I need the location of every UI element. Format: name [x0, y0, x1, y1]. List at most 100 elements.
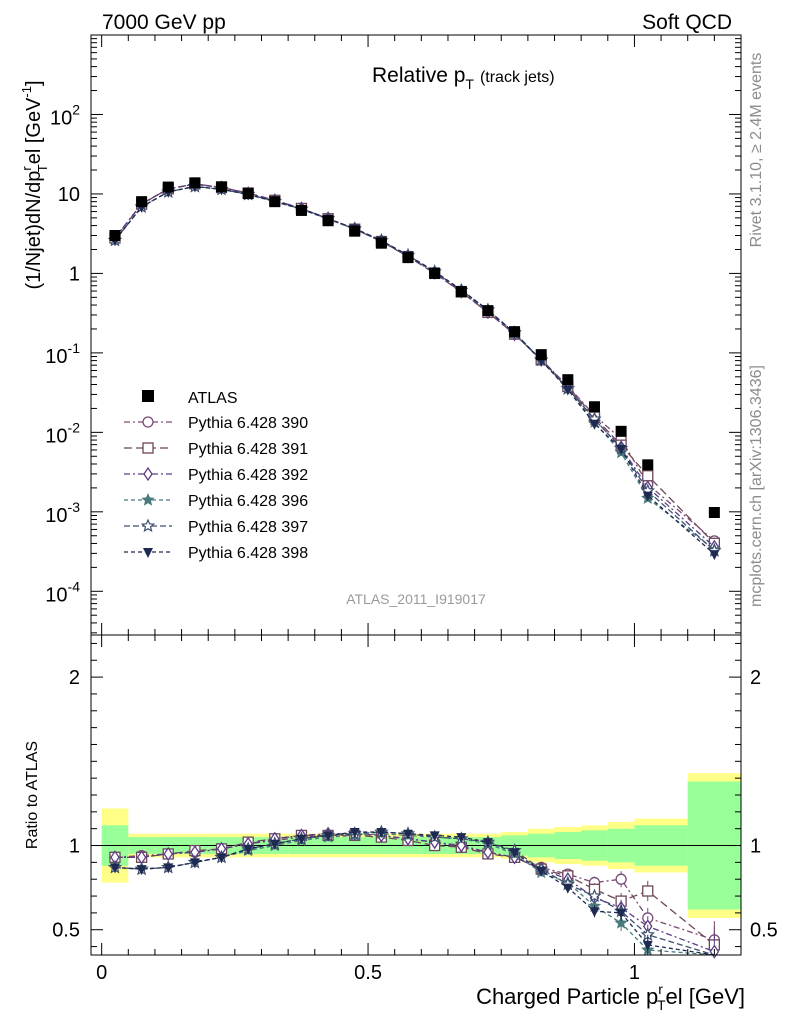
x-axis-label: Charged Particle pr Tel [GeV] [476, 981, 745, 1013]
header-category-label: Soft QCD [642, 11, 732, 34]
ratio-plot-frame [90, 634, 742, 956]
x-axis-label-sub: T [657, 997, 666, 1013]
series-line-6 [114, 185, 715, 555]
ratio-point-4 [614, 915, 628, 929]
atlas-data-point [349, 225, 361, 237]
ratio-point-2 [642, 885, 654, 897]
ratio-line-2 [114, 834, 715, 946]
ratio-point-6 [216, 853, 227, 864]
ratio-y-tick-label-left: 0.5 [52, 920, 80, 942]
atlas-data-point [109, 229, 121, 241]
atlas-data-point [708, 507, 720, 519]
ratio-point-6 [562, 883, 573, 894]
ratio-point-6 [269, 839, 280, 850]
x-axis-label-text: Charged Particle p [476, 984, 658, 1009]
main-y-axis-label-suffix: el [GeV [23, 97, 45, 164]
atlas-data-point [162, 181, 174, 193]
ratio-point-6 [456, 833, 467, 844]
legend-label-5: Pythia 6.428 397 [188, 519, 308, 536]
ratio-line-3 [114, 833, 715, 953]
ratio-point-5 [587, 888, 602, 903]
atlas-data-point [588, 401, 600, 413]
main-y-axis-label-text: (1/Njet)dN/dp [23, 171, 45, 290]
ratio-point-6 [296, 834, 307, 845]
ratio-y-tick-label-right: 2 [750, 667, 761, 689]
series-point-6 [589, 419, 600, 430]
ratio-point-6 [429, 831, 440, 842]
ratio-point-6 [243, 844, 254, 855]
atlas-data-point [642, 459, 654, 471]
series-point-6 [562, 385, 573, 396]
ratio-y-tick-labels: 0.5 0.5 1 1 2 2 [52, 667, 778, 942]
main-y-axis-label-exp: -1 [19, 86, 34, 98]
legend-label-6: Pythia 6.428 398 [188, 545, 308, 562]
ratio-point-6 [376, 828, 387, 839]
atlas-data-point [189, 177, 201, 189]
analysis-id-label: ATLAS_2011_I919017 [346, 591, 486, 607]
atlas-data-point [482, 305, 494, 317]
ratio-y-axis-label: Ratio to ATLAS [24, 741, 41, 849]
ratio-point-6 [482, 838, 493, 849]
main-y-axis-label-close: ] [23, 80, 45, 86]
atlas-data-point [242, 188, 254, 200]
y-tick-label: 10 [58, 184, 80, 206]
ratio-point-6 [109, 863, 120, 874]
main-y-axis-label-sup: r [19, 166, 34, 171]
mcplots-reference-label: mcplots.cern.ch [arXiv:1306.3436] [748, 365, 765, 607]
series-point-6 [709, 550, 720, 561]
ratio-point-6 [589, 907, 600, 918]
ratio-y-tick-label-right: 1 [750, 836, 761, 858]
atlas-data-point [535, 349, 547, 361]
series-line-2 [114, 183, 715, 544]
ratio-point-6 [403, 829, 414, 840]
series-line-1 [114, 183, 715, 542]
plot-title: Relative pT (track jets) [372, 64, 555, 92]
atlas-data-point [295, 204, 307, 216]
ratio-point-6 [189, 858, 200, 869]
legend-marker-2 [142, 442, 154, 454]
ratio-point-6 [536, 866, 547, 877]
atlas-data-point [269, 196, 281, 208]
ratio-line-6 [114, 831, 715, 956]
atlas-data-point [615, 425, 627, 437]
header-energy-label: 7000 GeV pp [102, 11, 226, 34]
main-y-axis-label: (1/Njet)dN/dprTel [GeV-1] [19, 80, 50, 289]
y-tick-label: 10-1 [45, 340, 80, 368]
y-tick-label: 10-3 [45, 499, 80, 527]
legend-marker-atlas [142, 390, 154, 402]
plot-title-main: Relative p [372, 64, 465, 87]
series-point-6 [642, 491, 653, 502]
legend-marker-3 [143, 466, 153, 482]
legend-marker-6 [143, 548, 153, 558]
y-tick-label: 10-2 [45, 419, 80, 447]
ratio-mc-series [107, 824, 721, 959]
legend-label-4: Pythia 6.428 396 [188, 493, 308, 510]
legend-label-1: Pythia 6.428 390 [188, 415, 308, 432]
atlas-data-point [562, 374, 574, 386]
legend-label-2: Pythia 6.428 391 [188, 441, 308, 458]
y-tick-label: 102 [50, 101, 80, 129]
ratio-point-6 [323, 831, 334, 842]
atlas-data-point [375, 237, 387, 249]
atlas-data-point [509, 326, 521, 338]
ratio-point-6 [163, 863, 174, 874]
ratio-panel: 0.5 0.5 1 1 2 2 Ratio to ATLAS [24, 634, 778, 959]
y-tick-label: 1 [69, 263, 80, 285]
atlas-data-point [429, 267, 441, 279]
atlas-data-point [322, 215, 334, 227]
atlas-data-point [455, 286, 467, 298]
x-tick-label: 0 [96, 962, 107, 984]
plot-title-suffix: (track jets) [480, 69, 555, 86]
ratio-point-6 [642, 940, 653, 951]
legend-label-3: Pythia 6.428 392 [188, 467, 308, 484]
main-axis-ticks [91, 35, 741, 635]
ratio-point-6 [616, 908, 627, 919]
x-tick-label: 0.5 [354, 962, 382, 984]
ratio-point-6 [136, 865, 147, 876]
ratio-axis-ticks [91, 635, 741, 955]
main-y-axis-label-sub: T [35, 164, 50, 172]
ratio-point-1 [615, 873, 627, 885]
legend-marker-1 [142, 416, 154, 428]
